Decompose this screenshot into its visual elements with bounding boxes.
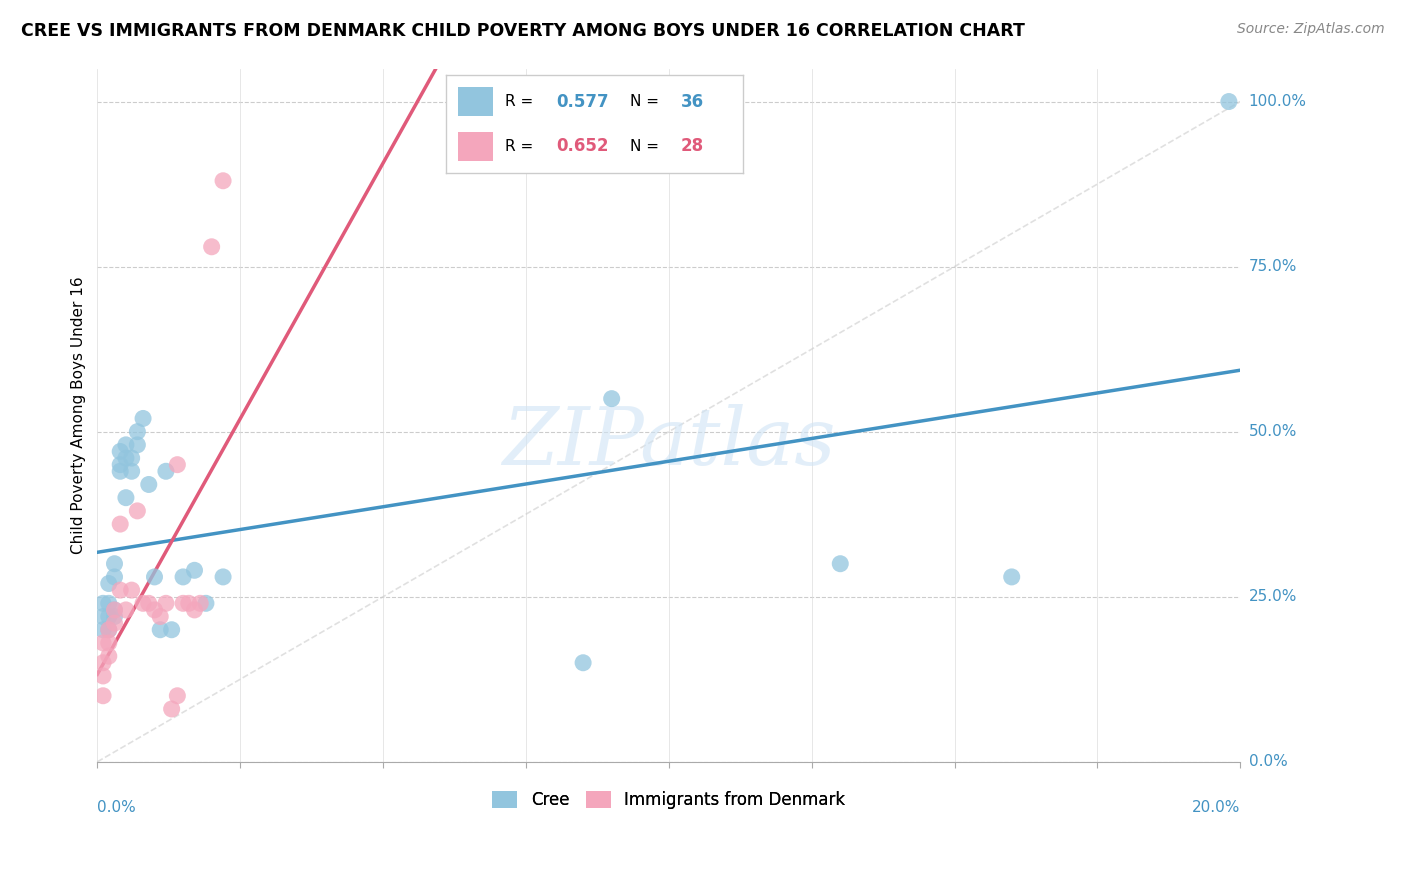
Point [166,689,188,703]
Point [155,464,177,478]
Point [132,411,155,425]
Point [127,425,149,439]
Point [149,623,172,637]
Point [115,491,138,505]
Point [97,609,120,624]
Point [108,583,131,598]
Point [177,596,200,610]
Point [108,458,131,472]
Point [108,517,131,532]
Point [212,570,235,584]
Point [138,477,160,491]
Point [91,636,114,650]
Point [91,656,114,670]
Point [91,596,114,610]
Y-axis label: Child Poverty Among Boys Under 16: Child Poverty Among Boys Under 16 [72,277,86,554]
Point [121,464,143,478]
Point [183,603,205,617]
Point [155,596,177,610]
Point [103,603,125,617]
Point [1001,570,1024,584]
Point [212,174,235,188]
Point [172,596,194,610]
Point [115,438,138,452]
Text: 75.0%: 75.0% [1249,259,1296,274]
Point [97,623,120,637]
Point [160,702,183,716]
Point [127,504,149,518]
Point [108,444,131,458]
Point [115,603,138,617]
Point [149,609,172,624]
Point [103,609,125,624]
Point [183,563,205,577]
Point [97,596,120,610]
Text: CREE VS IMMIGRANTS FROM DENMARK CHILD POVERTY AMONG BOYS UNDER 16 CORRELATION CH: CREE VS IMMIGRANTS FROM DENMARK CHILD PO… [21,22,1025,40]
Point [172,570,194,584]
Point [166,458,188,472]
Point [138,596,160,610]
Point [830,557,852,571]
Text: 0.0%: 0.0% [97,800,136,815]
Text: 20.0%: 20.0% [1192,800,1240,815]
Point [121,451,143,466]
Point [194,596,217,610]
Point [97,576,120,591]
Point [91,609,114,624]
Point [91,669,114,683]
Point [132,596,155,610]
Text: 100.0%: 100.0% [1249,94,1306,109]
Point [143,603,166,617]
Legend: Cree, Immigrants from Denmark: Cree, Immigrants from Denmark [485,784,852,816]
Point [160,623,183,637]
Point [91,623,114,637]
Point [103,557,125,571]
Point [108,464,131,478]
Text: ZIPatlas: ZIPatlas [502,404,835,482]
Point [103,570,125,584]
Text: 25.0%: 25.0% [1249,590,1296,604]
Point [97,636,120,650]
Point [103,603,125,617]
Point [572,656,595,670]
Point [127,438,149,452]
Point [121,583,143,598]
Text: 50.0%: 50.0% [1249,425,1296,439]
Point [91,689,114,703]
Point [600,392,623,406]
Point [97,649,120,664]
Text: 0.0%: 0.0% [1249,755,1288,769]
Point [97,623,120,637]
Text: Source: ZipAtlas.com: Source: ZipAtlas.com [1237,22,1385,37]
Point [201,240,224,254]
Point [103,616,125,631]
Point [1218,95,1240,109]
Point [188,596,211,610]
Point [143,570,166,584]
Point [115,451,138,466]
